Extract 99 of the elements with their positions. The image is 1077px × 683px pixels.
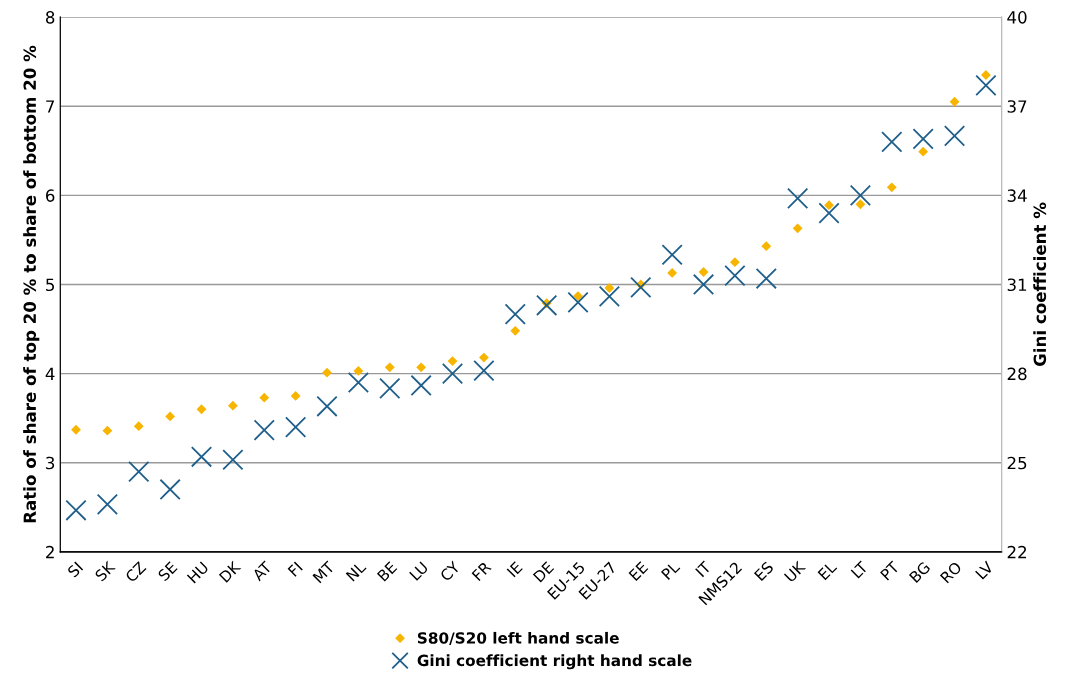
y-tick-label: 5 — [46, 278, 54, 292]
point — [316, 395, 338, 417]
y2-tick-label: 37 — [1007, 100, 1027, 113]
point — [818, 202, 840, 224]
point — [222, 449, 244, 471]
y-tick-label: 6 — [46, 189, 55, 202]
point — [71, 424, 81, 435]
point — [416, 362, 427, 373]
x-tick-label: EL — [817, 560, 838, 581]
x-tick-label: SE — [157, 561, 178, 582]
point — [353, 366, 364, 376]
point — [504, 303, 526, 325]
point — [96, 493, 119, 515]
x-tick-label: DK — [218, 560, 242, 583]
x-tick-label: MT — [312, 560, 336, 584]
y-tick-label: 7 — [46, 100, 55, 113]
y-tick-label: 8 — [45, 11, 55, 24]
point — [667, 267, 678, 278]
point — [886, 182, 897, 193]
point — [598, 285, 621, 307]
point — [724, 264, 746, 287]
point — [787, 187, 809, 209]
point — [159, 478, 181, 501]
point — [379, 377, 401, 400]
x-tick-label: ES — [753, 560, 775, 582]
x-tick-label: PT — [880, 560, 901, 581]
point — [447, 356, 458, 367]
point — [253, 419, 275, 441]
point — [630, 276, 652, 299]
y2-tick-label: 22 — [1007, 545, 1027, 559]
point — [849, 184, 872, 206]
point — [473, 360, 495, 382]
y2-tick-label: 28 — [1007, 367, 1027, 381]
point — [227, 400, 238, 411]
point — [259, 392, 270, 403]
x-tick-label: AT — [251, 560, 273, 582]
point — [322, 367, 332, 378]
point — [661, 244, 683, 266]
x-tick-label: HU — [186, 561, 209, 584]
point — [918, 146, 929, 157]
legend-label: S80/S20 left hand scale — [417, 631, 619, 645]
y-tick-label: 2 — [46, 545, 54, 559]
point — [755, 267, 777, 290]
y-tick-label: 4 — [45, 367, 55, 380]
x-tick-label: FR — [471, 560, 492, 582]
point — [912, 128, 934, 150]
point — [133, 421, 144, 432]
point — [65, 499, 87, 521]
point — [730, 257, 740, 268]
point — [478, 352, 489, 363]
x-tick-label: BE — [376, 561, 398, 582]
point — [384, 362, 395, 373]
point — [165, 411, 176, 422]
x-tick-label: LU — [409, 561, 429, 581]
point — [824, 200, 834, 211]
point — [943, 125, 966, 147]
point — [290, 390, 301, 401]
y2-tick-label: 31 — [1007, 278, 1027, 292]
point — [792, 223, 803, 234]
point — [190, 446, 213, 468]
point — [855, 199, 866, 210]
y2-tick-label: 40 — [1007, 11, 1027, 24]
x-tick-label: BG — [908, 561, 931, 584]
legend-label: Gini coefficient right hand scale — [417, 654, 692, 670]
point — [285, 416, 307, 438]
x-tick-label: PL — [661, 560, 681, 580]
y-axis-title: Ratio of share of top 20 % to share of bottom 20 % — [23, 45, 40, 523]
y-tick-label: 3 — [46, 456, 55, 470]
x-tick-label: UK — [783, 560, 807, 583]
point — [698, 267, 709, 277]
x-tick-label: SI — [66, 561, 84, 578]
x-tick-label: RO — [939, 561, 963, 584]
x-tick-label: LV — [975, 560, 995, 580]
point — [128, 461, 150, 483]
point — [975, 74, 997, 97]
point — [761, 241, 772, 252]
point — [567, 291, 589, 313]
point — [441, 362, 464, 385]
point — [692, 273, 715, 296]
x-tick-label: SK — [94, 560, 116, 582]
x-tick-label: LT — [850, 560, 869, 579]
y2-tick-label: 34 — [1007, 189, 1027, 202]
point — [536, 294, 558, 316]
x-tick-label: FI — [287, 561, 303, 577]
point — [196, 404, 207, 415]
x-tick-label: CY — [439, 560, 461, 582]
point — [604, 283, 615, 293]
y2-tick-label: 25 — [1007, 456, 1027, 470]
y2-axis-title: Gini coefficient % — [1033, 202, 1047, 367]
x-tick-label: IE — [506, 561, 523, 578]
point — [949, 96, 960, 107]
point — [102, 425, 113, 436]
point — [410, 374, 432, 397]
point — [510, 325, 521, 336]
point — [347, 371, 370, 394]
point — [881, 131, 903, 153]
x-tick-label: NL — [345, 560, 367, 582]
x-tick-label: CZ — [124, 560, 147, 583]
x-tick-label: EE — [628, 561, 649, 581]
